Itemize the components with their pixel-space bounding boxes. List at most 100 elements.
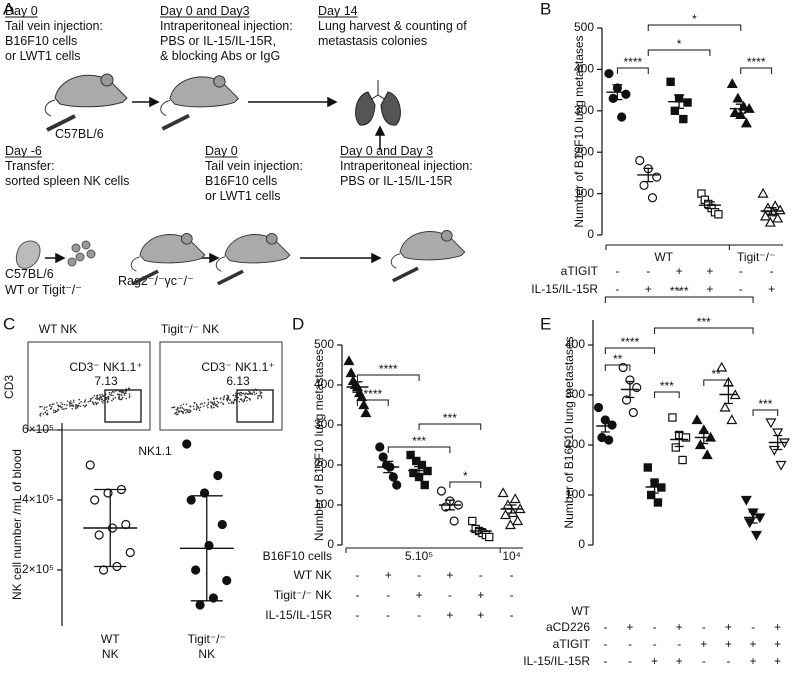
data-point	[726, 78, 738, 88]
y-tick-label: 0	[587, 227, 594, 241]
flow-event	[46, 413, 49, 416]
flow-event	[107, 397, 109, 400]
flow-event	[215, 405, 218, 407]
mouse-tail	[44, 99, 56, 117]
mouse	[130, 232, 206, 286]
flow-event	[61, 408, 64, 411]
condition-cell: -	[770, 264, 774, 278]
flow-event	[118, 398, 120, 400]
mouse-ear	[265, 232, 278, 245]
mouse	[390, 229, 466, 283]
condition-cell: +	[750, 637, 757, 651]
flow-event	[241, 392, 244, 395]
significance-bracket	[387, 446, 451, 453]
flow-event	[56, 410, 59, 413]
flow-event	[95, 403, 98, 406]
condition-cell: -	[726, 654, 730, 668]
condition-cell: +	[446, 568, 453, 582]
flow-event	[92, 396, 94, 399]
flow-event	[197, 405, 199, 408]
panel-letter: D	[292, 314, 304, 333]
flow-event	[207, 403, 210, 405]
flow-event	[253, 393, 256, 396]
data-point	[604, 68, 614, 79]
flow-event	[100, 396, 103, 399]
panel-letter: A	[3, 0, 15, 18]
data-point	[681, 433, 691, 442]
schematic-text: Lung harvest & counting of	[318, 19, 467, 33]
flow-event	[51, 403, 54, 406]
flow-event	[121, 390, 124, 393]
flow-event	[233, 398, 236, 401]
cell	[81, 240, 91, 250]
condition-cell: -	[702, 654, 706, 668]
flow-event	[102, 402, 104, 404]
error-bar	[600, 419, 610, 433]
data-point	[760, 210, 772, 221]
data-point	[668, 413, 677, 422]
significance-label: *	[692, 12, 697, 26]
flow-event	[193, 401, 196, 404]
flow-event	[222, 398, 225, 401]
flow-event	[229, 399, 231, 401]
condition-label: Tigit⁻/⁻ NK	[274, 588, 332, 602]
y-tick-label: 400	[565, 337, 585, 351]
flow-event	[96, 396, 98, 399]
flow-event	[219, 397, 222, 399]
flow-event	[195, 408, 198, 411]
flow-event	[125, 392, 127, 395]
flow-event	[99, 395, 102, 397]
flow-event	[243, 399, 246, 401]
error-bar	[383, 460, 394, 474]
flow-event	[172, 406, 175, 409]
schematic-text: or LWT1 cells	[205, 189, 280, 203]
condition-cell: -	[386, 608, 390, 622]
flow-event	[197, 407, 200, 409]
condition-cell: -	[417, 608, 421, 622]
y-tick-label: 6×10⁵	[22, 422, 54, 436]
flow-event	[39, 413, 41, 416]
flow-event	[56, 402, 58, 404]
flow-event	[61, 406, 63, 408]
data-point	[757, 187, 769, 198]
error-bar	[475, 527, 486, 535]
flow-event	[97, 402, 99, 404]
flow-event	[72, 399, 75, 402]
flow-event	[110, 394, 113, 396]
flow-event	[217, 402, 220, 404]
flow-event	[120, 394, 123, 396]
data-point	[765, 418, 777, 429]
flow-event	[207, 401, 210, 404]
schematic-text: Day 0 and Day3	[160, 4, 250, 18]
flow-event	[128, 393, 131, 395]
data-point	[719, 401, 731, 412]
flow-event	[238, 400, 241, 403]
flow-event	[246, 400, 248, 402]
data-point	[449, 516, 459, 526]
syringe	[216, 269, 244, 286]
flow-event	[212, 396, 215, 399]
significance-bracket	[418, 423, 482, 430]
significance-label: *	[677, 37, 682, 51]
significance-bracket	[740, 67, 773, 74]
condition-cell: +	[676, 620, 683, 634]
group-label: Tigit⁻/⁻	[737, 250, 775, 264]
schematic-label: C57BL/6	[55, 127, 104, 141]
significance-bracket	[654, 327, 754, 334]
data-point	[345, 367, 357, 378]
flow-event	[223, 396, 225, 399]
significance-label: ****	[670, 284, 689, 298]
flow-event	[187, 411, 190, 414]
flow-event	[78, 402, 81, 405]
y-tick-label: 500	[314, 337, 334, 351]
flow-event	[41, 405, 43, 408]
lung-right	[380, 91, 401, 126]
flow-event	[39, 415, 42, 417]
flow-event	[92, 403, 95, 406]
data-point	[485, 532, 494, 542]
condition-cell: +	[416, 588, 423, 602]
data-point	[750, 530, 762, 541]
flow-event	[101, 400, 103, 403]
schematic-text: Day 0	[205, 144, 238, 158]
condition-label: IL-15/IL-15R	[523, 654, 590, 668]
